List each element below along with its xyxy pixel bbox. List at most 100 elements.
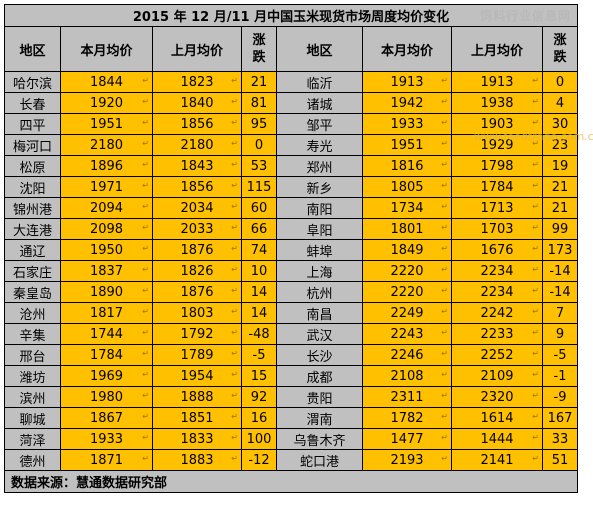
return-arrow-icon: ↵ (142, 370, 149, 379)
change-cell-left: 115 (241, 176, 277, 198)
return-arrow-icon: ↵ (142, 202, 149, 211)
return-arrow-icon: ↵ (441, 265, 448, 274)
change-cell-left-value: 16 (250, 410, 268, 426)
last-month-cell-left-value: 1954 (180, 368, 214, 384)
return-arrow-icon: ↵ (231, 328, 238, 337)
last-month-cell-right: 2234 ↵ (451, 260, 543, 282)
this-month-cell-right-value: 2220 (390, 284, 424, 300)
table-row: 聊城 1867 ↵ 1851 ↵ 16 渭南 1782 ↵ 1614 ↵ 167 (4, 407, 578, 429)
last-month-cell-left: 1876 ↵ (152, 239, 242, 261)
table-row: 松原 1896 ↵ 1843 ↵ 53 郑州 1816 ↵ 1798 ↵ 19 (4, 155, 578, 177)
change-cell-right-value: 9 (555, 326, 565, 342)
change-cell-left: 60 (241, 197, 277, 219)
header-change-right-text: 涨跌 (553, 33, 567, 65)
change-cell-left: 0 (241, 134, 277, 156)
this-month-cell-right: 1933 ↵ (362, 113, 452, 135)
city-cell-right: 寿光 (276, 134, 363, 156)
this-month-cell-left-value: 1844 (89, 74, 124, 90)
change-cell-left: 16 (241, 407, 277, 429)
table-row: 沧州 1817 ↵ 1803 ↵ 14 南昌 2249 ↵ 2242 ↵ 7 (4, 302, 578, 324)
price-table-container: 2015 年 12 月/11 月中国玉米现货市场周度均价变化 饲料行业信息网 地… (4, 4, 593, 493)
last-month-cell-right-value: 1938 (480, 95, 514, 111)
change-cell-right-value: 99 (551, 221, 569, 237)
last-month-cell-left-value: 1843 (180, 158, 214, 174)
table-row: 四平 1951 ↵ 1856 ↵ 95 邹平 1933 ↵ 1903 ↵ 30 (4, 113, 578, 135)
return-arrow-icon: ↵ (231, 244, 238, 253)
table-row: 秦皇岛 1890 ↵ 1876 ↵ 14 杭州 2220 ↵ 2234 ↵ -14 (4, 281, 578, 303)
city-cell-left-value: 松原 (19, 160, 46, 176)
change-cell-left-value: -5 (252, 347, 266, 363)
this-month-cell-left-value: 1744 (89, 326, 124, 342)
return-arrow-icon: ↵ (441, 328, 448, 337)
this-month-cell-left-value: 1920 (89, 95, 124, 111)
return-arrow-icon: ↵ (142, 265, 149, 274)
return-arrow-icon: ↵ (441, 181, 448, 190)
this-month-cell-right: 2311 ↵ (362, 386, 452, 408)
this-month-cell-left-value: 2098 (89, 221, 124, 237)
return-arrow-icon: ↵ (532, 412, 539, 421)
last-month-cell-right-value: 2141 (480, 452, 514, 468)
return-arrow-icon: ↵ (532, 160, 539, 169)
city-cell-left-value: 石家庄 (12, 265, 52, 281)
city-cell-right-value: 杭州 (306, 286, 333, 302)
this-month-cell-right-value: 1849 (390, 242, 424, 258)
city-cell-left-value: 沧州 (19, 307, 46, 323)
change-cell-left-value: 92 (250, 389, 268, 405)
city-cell-left: 哈尔滨 (4, 71, 61, 93)
this-month-cell-left-value: 1950 (89, 242, 124, 258)
return-arrow-icon: ↵ (142, 244, 149, 253)
last-month-cell-left-value: 1823 (180, 74, 214, 90)
city-cell-right-value: 郑州 (306, 160, 333, 176)
return-arrow-icon: ↵ (231, 118, 238, 127)
city-cell-right-value: 贵阳 (306, 391, 333, 407)
city-cell-left-value: 梅河口 (12, 139, 52, 155)
this-month-cell-right: 2108 ↵ (362, 365, 452, 387)
return-arrow-icon: ↵ (441, 370, 448, 379)
return-arrow-icon: ↵ (231, 181, 238, 190)
change-cell-left-value: 53 (250, 158, 268, 174)
change-cell-right: -14 (542, 260, 578, 282)
city-cell-right: 贵阳 (276, 386, 363, 408)
last-month-cell-right-value: 1903 (480, 116, 514, 132)
this-month-cell-right-value: 1801 (390, 221, 424, 237)
last-month-cell-right-value: 2234 (480, 284, 514, 300)
this-month-cell-right-value: 1816 (390, 158, 424, 174)
return-arrow-icon: ↵ (441, 97, 448, 106)
header-this-month-right: 本月均价 (362, 26, 452, 72)
return-arrow-icon: ↵ (142, 223, 149, 232)
city-cell-left: 沧州 (4, 302, 61, 324)
table-row: 梅河口 2180 ↵ 2180 ↵ 0 寿光 1951 ↵ 1929 ↵ 23 (4, 134, 578, 156)
last-month-cell-right-value: 1784 (480, 179, 514, 195)
change-cell-right: -9 (542, 386, 578, 408)
return-arrow-icon: ↵ (231, 412, 238, 421)
last-month-cell-right: 1444 ↵ (451, 428, 543, 450)
last-month-cell-right: 2242 ↵ (451, 302, 543, 324)
city-cell-right-value: 阜阳 (306, 223, 333, 239)
change-cell-right: -1 (542, 365, 578, 387)
table-row: 邢台 1784 ↵ 1789 ↵ -5 长沙 2246 ↵ 2252 ↵ -5 (4, 344, 578, 366)
this-month-cell-right-value: 1913 (390, 74, 424, 90)
table-row: 沈阳 1971 ↵ 1856 ↵ 115 新乡 1805 ↵ 1784 ↵ 21 (4, 176, 578, 198)
this-month-cell-left: 1837 ↵ (60, 260, 153, 282)
city-cell-right-value: 乌鲁木齐 (293, 433, 346, 449)
change-cell-right-value: 7 (555, 305, 565, 321)
return-arrow-icon: ↵ (231, 139, 238, 148)
change-cell-left-value: 21 (250, 74, 268, 90)
table-row: 通辽 1950 ↵ 1876 ↵ 74 蚌埠 1849 ↵ 1676 ↵ 173 (4, 239, 578, 261)
city-cell-left: 长春 (4, 92, 61, 114)
last-month-cell-right: 1703 ↵ (451, 218, 543, 240)
change-cell-right: -5 (542, 344, 578, 366)
last-month-cell-left: 1792 ↵ (152, 323, 242, 345)
city-cell-left-value: 聊城 (19, 412, 46, 428)
return-arrow-icon: ↵ (231, 160, 238, 169)
this-month-cell-right: 1951 ↵ (362, 134, 452, 156)
last-month-cell-right: 1938 ↵ (451, 92, 543, 114)
city-cell-left-value: 辛集 (19, 328, 46, 344)
return-arrow-icon: ↵ (142, 97, 149, 106)
this-month-cell-right: 1942 ↵ (362, 92, 452, 114)
last-month-cell-right: 1676 ↵ (451, 239, 543, 261)
city-cell-right: 成都 (276, 365, 363, 387)
city-cell-right-value: 蚌埠 (306, 244, 333, 260)
change-cell-right: 21 (542, 176, 578, 198)
city-cell-left: 邢台 (4, 344, 61, 366)
